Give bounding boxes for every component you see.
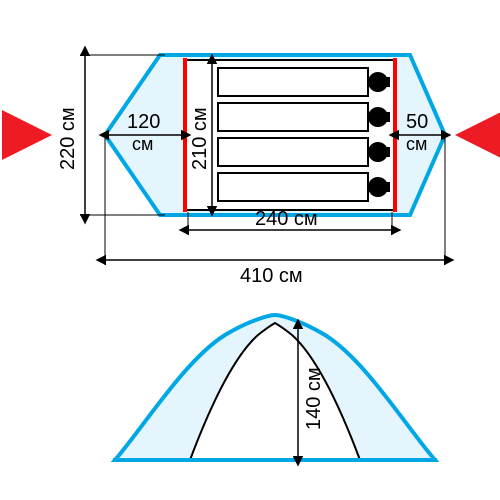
top-view: 220 см 120 см 50 см 210 см 240 см	[15, 55, 490, 287]
pad-4	[218, 173, 390, 201]
pad-1	[218, 68, 390, 96]
dim-220-label: 220 см	[57, 107, 79, 170]
dim-410-label: 410 см	[240, 265, 303, 287]
dim-120-label: 120	[127, 111, 160, 133]
side-view: 140 см	[113, 315, 437, 460]
dim-210-label: 210 см	[189, 107, 211, 170]
dim-120-unit: см	[132, 134, 153, 154]
dim-50-label: 50	[406, 111, 428, 133]
pad-2	[218, 103, 390, 131]
pad-3	[218, 138, 390, 166]
dim-50-unit: см	[406, 134, 427, 154]
dim-140-label: 140 см	[303, 367, 325, 430]
dim-240-label: 240 см	[255, 208, 318, 230]
